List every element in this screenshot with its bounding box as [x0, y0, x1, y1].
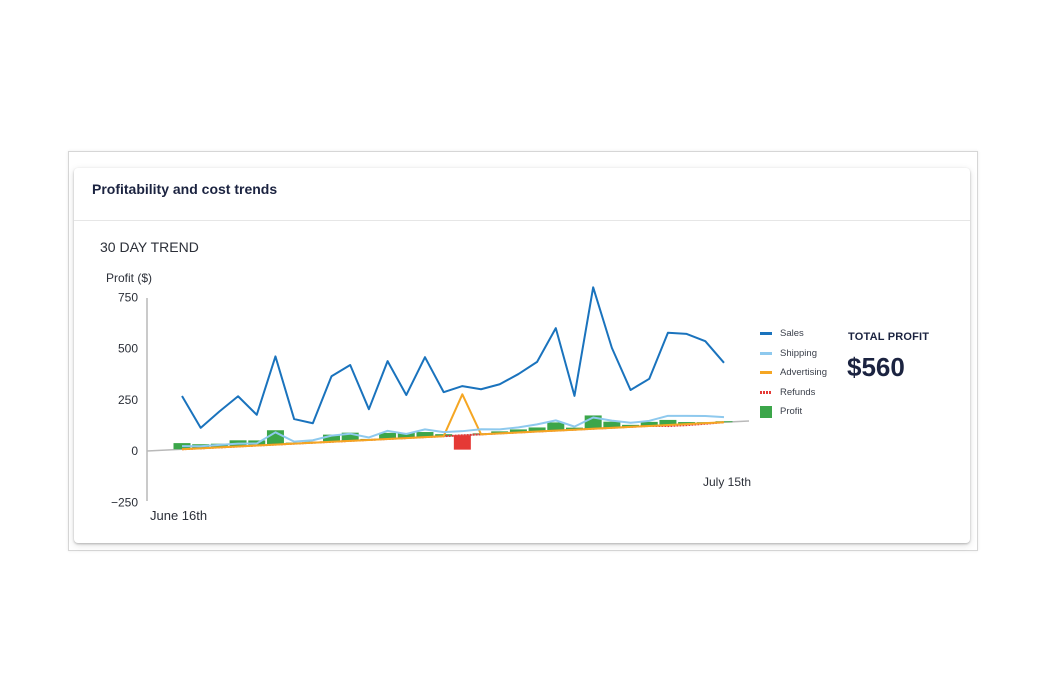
legend-label-advertising: Advertising — [780, 367, 827, 378]
profit-bar[interactable] — [453, 435, 471, 450]
card-title: Profitability and cost trends — [92, 181, 278, 197]
profitability-card: Profitability and cost trends 30 DAY TRE… — [74, 168, 970, 543]
card-header: Profitability and cost trends — [74, 168, 970, 221]
legend-swatch-shipping — [760, 351, 772, 355]
legend-swatch-profit — [760, 406, 772, 418]
profit-bar[interactable] — [341, 432, 359, 441]
legend-swatch-refunds — [760, 390, 772, 394]
x-start-label: June 16th — [150, 508, 207, 523]
series-line-sales[interactable] — [181, 286, 725, 429]
trend-label: 30 DAY TREND — [100, 239, 199, 255]
y-tick-label: 250 — [118, 393, 138, 407]
profit-bar[interactable] — [397, 432, 415, 439]
profit-bar[interactable] — [509, 429, 527, 433]
profit-bar[interactable] — [622, 424, 640, 427]
legend-label-shipping: Shipping — [780, 347, 817, 359]
profit-bar[interactable] — [416, 432, 434, 438]
profit-bar[interactable] — [603, 421, 621, 428]
legend-swatch-advertising — [760, 371, 772, 374]
profit-bar[interactable] — [528, 427, 546, 432]
profit-bar[interactable] — [379, 432, 397, 440]
y-tick-label: 750 — [118, 290, 138, 304]
profit-bar[interactable] — [173, 443, 191, 450]
profit-bar[interactable] — [323, 434, 341, 442]
y-tick-label: 0 — [131, 444, 138, 458]
total-profit-value: $560 — [847, 352, 905, 382]
profit-bar[interactable] — [565, 427, 583, 430]
total-profit-label: TOTAL PROFIT — [848, 331, 930, 343]
profit-chart: Profit ($) 750 500 250 0 −250 June 16th July… — [106, 271, 751, 523]
profit-bar[interactable] — [678, 422, 696, 425]
profit-bar[interactable] — [640, 421, 658, 426]
legend-label-refunds: Refunds — [780, 386, 816, 398]
y-tick-label: 500 — [118, 342, 138, 356]
profit-bar[interactable] — [715, 421, 733, 423]
series-line-advertising[interactable] — [181, 393, 725, 451]
y-axis-label: Profit ($) — [106, 271, 152, 285]
legend-label-sales: Sales — [780, 328, 804, 339]
x-end-label: July 15th — [703, 475, 751, 489]
series-line-shipping[interactable] — [181, 414, 725, 448]
profit-bar[interactable] — [547, 422, 565, 431]
y-tick-label: −250 — [111, 495, 138, 509]
legend-label-profit: Profit — [780, 406, 803, 417]
profit-bar[interactable] — [491, 431, 509, 434]
profit-bar[interactable] — [659, 419, 677, 426]
legend-swatch-sales — [760, 332, 772, 335]
